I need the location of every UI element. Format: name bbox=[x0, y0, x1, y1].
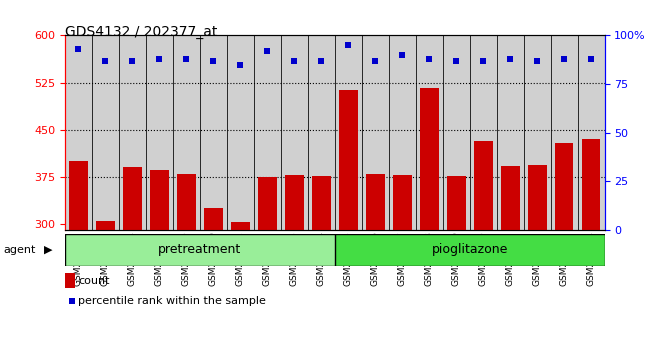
Text: agent: agent bbox=[3, 245, 36, 255]
Point bbox=[235, 62, 246, 67]
Bar bbox=[335, 35, 361, 230]
Bar bbox=[150, 170, 169, 354]
Point bbox=[181, 56, 192, 62]
Bar bbox=[146, 35, 173, 230]
Point bbox=[127, 58, 138, 63]
Point bbox=[289, 58, 300, 63]
Bar bbox=[500, 166, 519, 354]
Text: GDS4132 / 202377_at: GDS4132 / 202377_at bbox=[65, 25, 217, 39]
Bar bbox=[123, 167, 142, 354]
Text: percentile rank within the sample: percentile rank within the sample bbox=[79, 296, 266, 306]
Point bbox=[370, 58, 380, 63]
Point bbox=[208, 58, 218, 63]
Bar bbox=[173, 35, 200, 230]
Bar bbox=[65, 35, 92, 230]
Bar bbox=[335, 234, 604, 266]
Point bbox=[532, 58, 542, 63]
Bar bbox=[281, 35, 308, 230]
Bar bbox=[312, 176, 331, 354]
Bar bbox=[528, 165, 547, 354]
Bar bbox=[65, 234, 335, 266]
Point bbox=[397, 52, 408, 58]
Bar bbox=[254, 35, 281, 230]
Point bbox=[505, 56, 515, 62]
Point bbox=[316, 58, 326, 63]
Bar bbox=[524, 35, 551, 230]
Bar bbox=[551, 35, 577, 230]
Bar bbox=[258, 177, 277, 354]
Point bbox=[343, 42, 354, 48]
Point bbox=[67, 298, 77, 304]
Bar bbox=[119, 35, 146, 230]
Text: pretreatment: pretreatment bbox=[158, 243, 242, 256]
Bar bbox=[497, 35, 524, 230]
Bar bbox=[443, 35, 470, 230]
Bar bbox=[285, 175, 304, 354]
Bar bbox=[96, 221, 115, 354]
Bar bbox=[420, 88, 439, 354]
Bar bbox=[582, 139, 601, 354]
Bar bbox=[361, 35, 389, 230]
Bar bbox=[92, 35, 119, 230]
Point bbox=[586, 56, 596, 62]
Bar bbox=[366, 173, 385, 354]
Point bbox=[262, 48, 272, 54]
Point bbox=[424, 56, 434, 62]
Bar bbox=[389, 35, 416, 230]
Bar bbox=[393, 175, 411, 354]
Bar bbox=[447, 176, 465, 354]
Bar bbox=[308, 35, 335, 230]
Point bbox=[478, 58, 488, 63]
Bar bbox=[231, 222, 250, 354]
Point bbox=[154, 56, 164, 62]
Text: pioglitazone: pioglitazone bbox=[432, 243, 508, 256]
Bar bbox=[227, 35, 254, 230]
Bar bbox=[204, 208, 223, 354]
Point bbox=[451, 58, 462, 63]
Bar bbox=[65, 273, 75, 288]
Bar bbox=[69, 161, 88, 354]
Point bbox=[100, 58, 110, 63]
Bar bbox=[470, 35, 497, 230]
Text: count: count bbox=[79, 276, 110, 286]
Bar bbox=[554, 143, 573, 354]
Text: ▶: ▶ bbox=[44, 245, 53, 255]
Bar bbox=[577, 35, 605, 230]
Bar bbox=[177, 173, 196, 354]
Bar bbox=[474, 141, 493, 354]
Point bbox=[73, 46, 84, 52]
Point bbox=[559, 56, 569, 62]
Bar bbox=[416, 35, 443, 230]
Bar bbox=[339, 90, 358, 354]
Bar bbox=[200, 35, 227, 230]
